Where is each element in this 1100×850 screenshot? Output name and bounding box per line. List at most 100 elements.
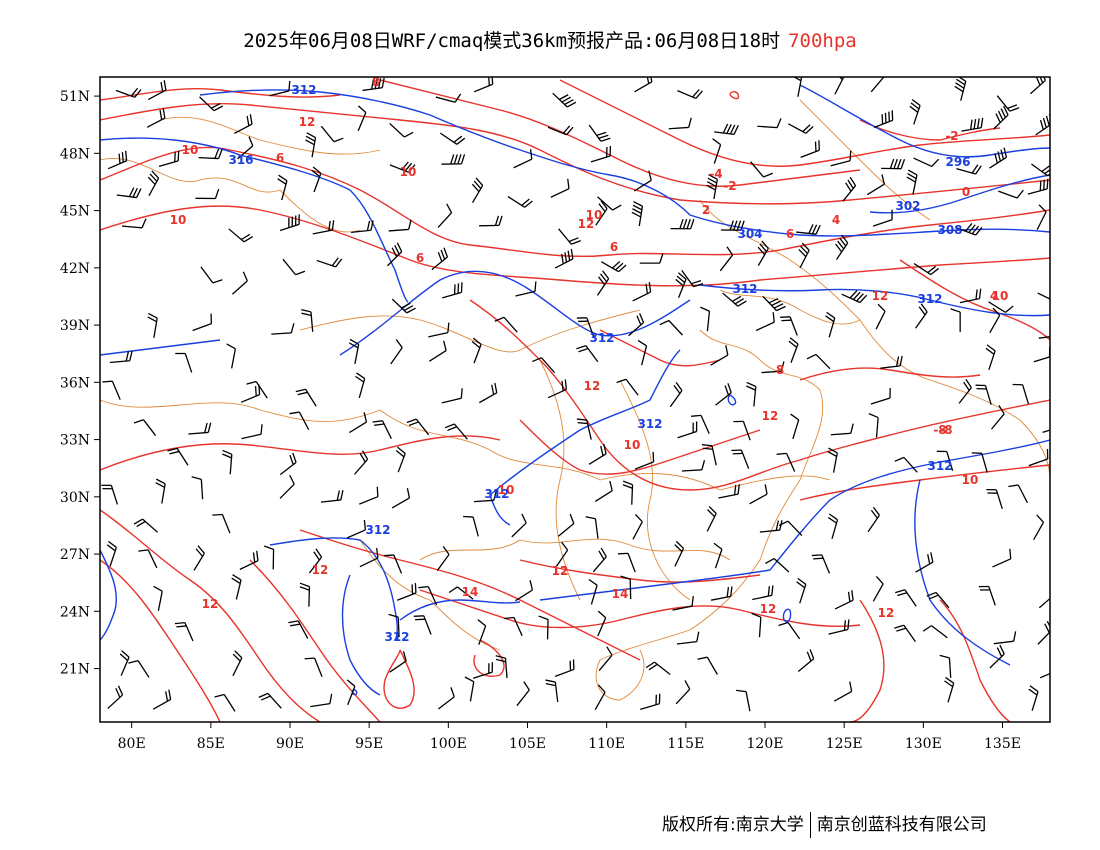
temperature-contour [469, 299, 801, 491]
temperature-contour [899, 259, 1050, 341]
wind-barb [595, 200, 608, 226]
wind-barb [895, 589, 917, 607]
wind-barb [133, 419, 157, 436]
wind-barbs [101, 77, 1050, 712]
title-main: 2025年06月08日WRF/cmaq模式36km预报产品:06月08日18时 [243, 30, 781, 52]
wind-barb [788, 337, 799, 364]
temperature-contour [100, 435, 501, 471]
wind-barb [992, 548, 1012, 568]
wind-barb [950, 308, 961, 333]
wind-barb [697, 656, 718, 675]
temperature-contour [559, 79, 1050, 167]
wind-barb [1028, 448, 1049, 467]
wind-barb [389, 651, 407, 673]
height-contour [199, 89, 1050, 237]
wind-barb [436, 545, 450, 572]
height-contour [269, 537, 398, 641]
boundary-line [100, 399, 491, 451]
wind-barb [232, 650, 243, 677]
copyright: 版权所有:南京大学 南京创蓝科技有限公司 [662, 810, 987, 838]
wind-barb [672, 596, 694, 611]
wind-barb [633, 170, 652, 192]
wind-barb [800, 140, 820, 158]
wind-barb [320, 490, 344, 503]
wind-barb [191, 476, 204, 500]
lat-label: 51N [60, 89, 90, 105]
wind-barb [387, 242, 403, 267]
wind-barb [212, 513, 231, 534]
temperature-contour [100, 146, 1050, 258]
wind-barb [596, 270, 610, 296]
wind-barb [503, 616, 523, 637]
wind-barb [841, 290, 868, 304]
wind-barb [418, 585, 438, 606]
temperature-contour [100, 87, 341, 101]
temperature-label: 4 [990, 289, 998, 303]
wind-barb [993, 631, 1017, 645]
wind-barb [277, 174, 288, 201]
wind-barb [714, 123, 739, 135]
wind-barb [926, 591, 950, 609]
wind-barb [390, 339, 403, 365]
boundary-line [299, 309, 641, 353]
wind-barb [554, 659, 575, 678]
wind-barb [246, 380, 268, 399]
wind-barb [915, 303, 928, 329]
temperature-label: 10 [400, 165, 417, 179]
wind-barb [828, 619, 850, 635]
temperature-label: 2 [702, 203, 710, 217]
wind-barb [231, 574, 242, 600]
wind-barb [362, 77, 385, 92]
latitude-axis: 51N 48N 45N 42N 39N 36N 33N 30N 27N 24N 21N [60, 89, 100, 678]
wind-barb [1008, 484, 1029, 504]
wind-barb [106, 540, 118, 567]
wind-barb [316, 257, 343, 268]
wind-barb [588, 578, 598, 605]
temperature-contour [799, 367, 981, 381]
wind-barb [894, 624, 916, 642]
wind-barb [153, 585, 163, 611]
wind-barb [922, 625, 948, 639]
wind-barb [806, 353, 831, 370]
wind-barb [464, 676, 475, 702]
wind-barb [155, 478, 166, 504]
wind-barb [1038, 336, 1050, 339]
height-contour [489, 494, 511, 526]
height-label: 312 [365, 523, 390, 537]
lon-label: 130E [905, 736, 942, 752]
wind-barb [240, 384, 261, 403]
wind-barb [133, 518, 159, 533]
boundary-line [599, 479, 801, 661]
wind-barb [388, 219, 412, 232]
height-contour [869, 174, 1050, 214]
wind-barb [308, 548, 323, 574]
wind-barb [978, 585, 996, 606]
wind-barb [431, 247, 449, 271]
temperature-contour [799, 399, 1050, 461]
wind-barb [516, 681, 530, 707]
wind-barb [550, 178, 570, 198]
wind-barb [637, 339, 648, 366]
wind-barb [441, 154, 466, 165]
height-label: 302 [895, 199, 920, 213]
lat-label: 30N [60, 490, 90, 506]
wind-barb [597, 196, 622, 211]
temperature-contours [100, 79, 1050, 722]
wind-barb [915, 552, 934, 573]
height-contour [727, 394, 737, 406]
temperature-label: 8 [776, 363, 784, 377]
wind-barb [444, 423, 468, 440]
lon-label: 105E [509, 736, 546, 752]
lon-label: 95E [355, 736, 383, 752]
wind-barb [532, 357, 556, 374]
wind-barb [1036, 204, 1047, 231]
wind-barb [588, 443, 607, 465]
wind-barb [1037, 292, 1050, 300]
wind-barb [507, 196, 533, 208]
wind-barb [588, 124, 611, 142]
height-contours [100, 84, 1050, 696]
wind-barb [479, 382, 498, 404]
wind-barb [305, 132, 317, 158]
wind-barb [620, 575, 632, 600]
wind-barb [479, 215, 503, 227]
